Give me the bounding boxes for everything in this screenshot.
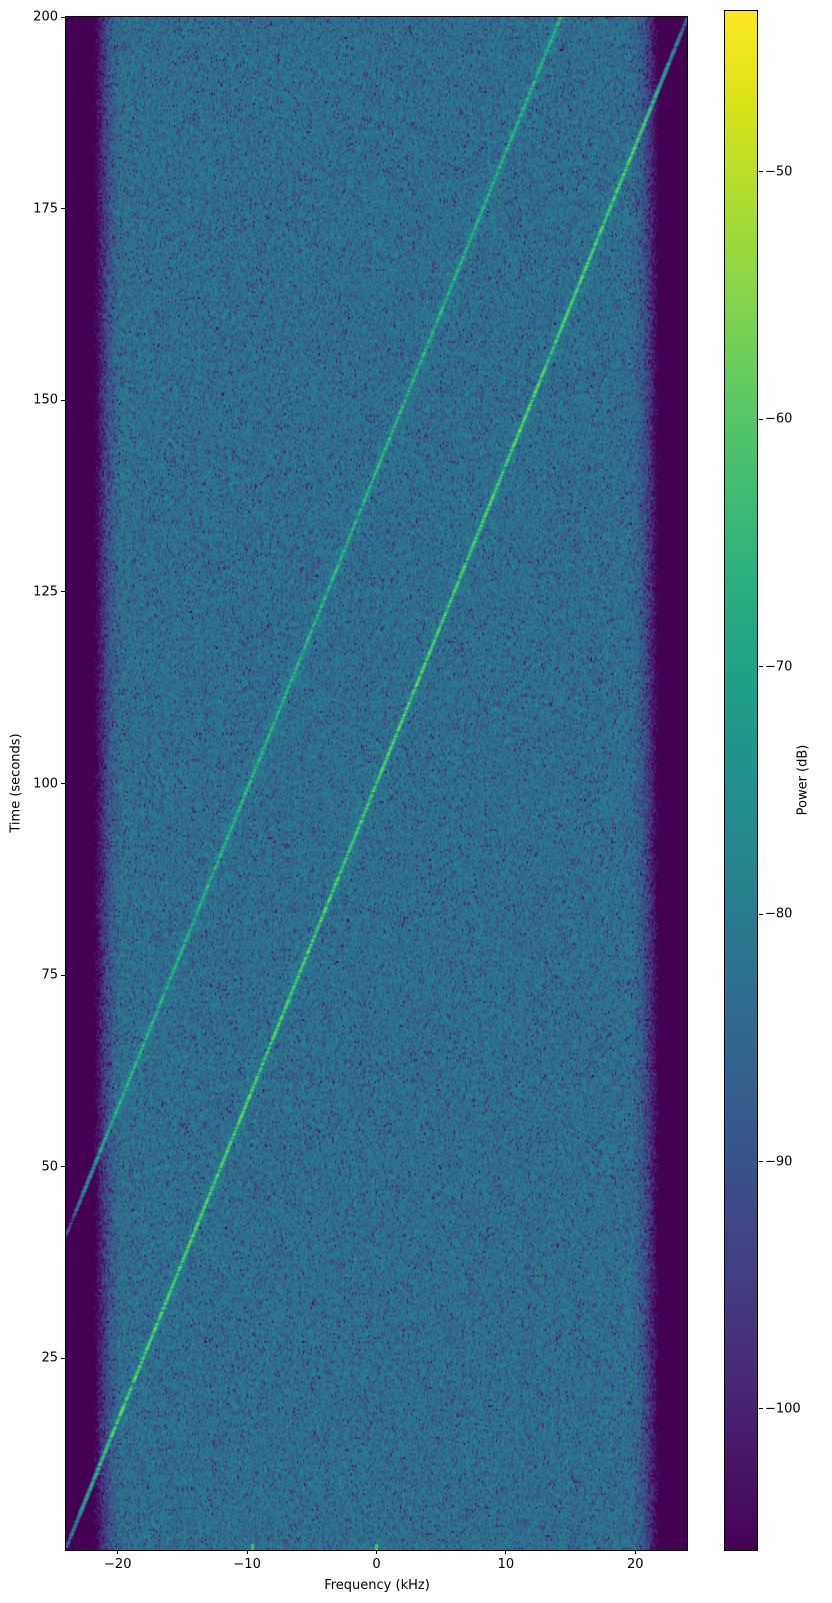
colorbar-tick-mark [759,1408,763,1410]
colorbar-label: Power (dB) [795,744,811,816]
y-tick-mark [61,16,65,18]
colorbar-tick-label: −70 [765,659,793,675]
colorbar-tick-mark [759,666,763,668]
x-tick-label: 20 [626,1557,644,1572]
x-tick-label: 0 [372,1557,381,1572]
x-tick-mark [376,1550,377,1554]
x-tick-mark [505,1550,507,1554]
y-tick-mark [61,591,65,593]
x-tick-mark [117,1550,119,1554]
x-tick-label: 10 [497,1557,515,1572]
x-tick-label: −20 [104,1557,132,1572]
y-tick-label: 50 [41,1159,58,1175]
y-axis-label: Time (seconds) [8,733,24,833]
colorbar-tick-mark [759,1161,763,1163]
y-tick-label: 125 [33,584,58,600]
y-tick-mark [61,783,65,784]
y-tick-mark [61,974,65,976]
x-tick-mark [246,1550,248,1554]
colorbar-tick-label: −90 [765,1154,793,1170]
y-tick-label: 150 [33,392,58,408]
y-tick-label: 25 [41,1350,58,1366]
colorbar-tick-label: −80 [765,906,793,922]
x-tick-label: −10 [233,1557,261,1572]
x-tick-mark [634,1550,636,1554]
x-axis-label: Frequency (kHz) [324,1578,430,1593]
colorbar-tick-mark [759,418,763,420]
y-tick-mark [61,208,65,210]
y-tick-label: 175 [33,201,58,217]
colorbar-tick-mark [759,913,763,915]
colorbar-tick-label: −50 [765,164,793,180]
colorbar-tick-label: −100 [765,1401,801,1417]
y-tick-label: 100 [33,776,58,791]
spectrogram-heatmap [66,17,687,1550]
y-tick-label: 200 [33,9,58,25]
y-tick-label: 75 [41,967,58,983]
y-tick-mark [61,1357,65,1359]
colorbar-tick-label: −60 [765,411,793,427]
y-tick-mark [61,399,65,401]
colorbar-tick-mark [759,171,763,173]
colorbar-gradient [724,10,758,1551]
y-tick-mark [61,1166,65,1168]
